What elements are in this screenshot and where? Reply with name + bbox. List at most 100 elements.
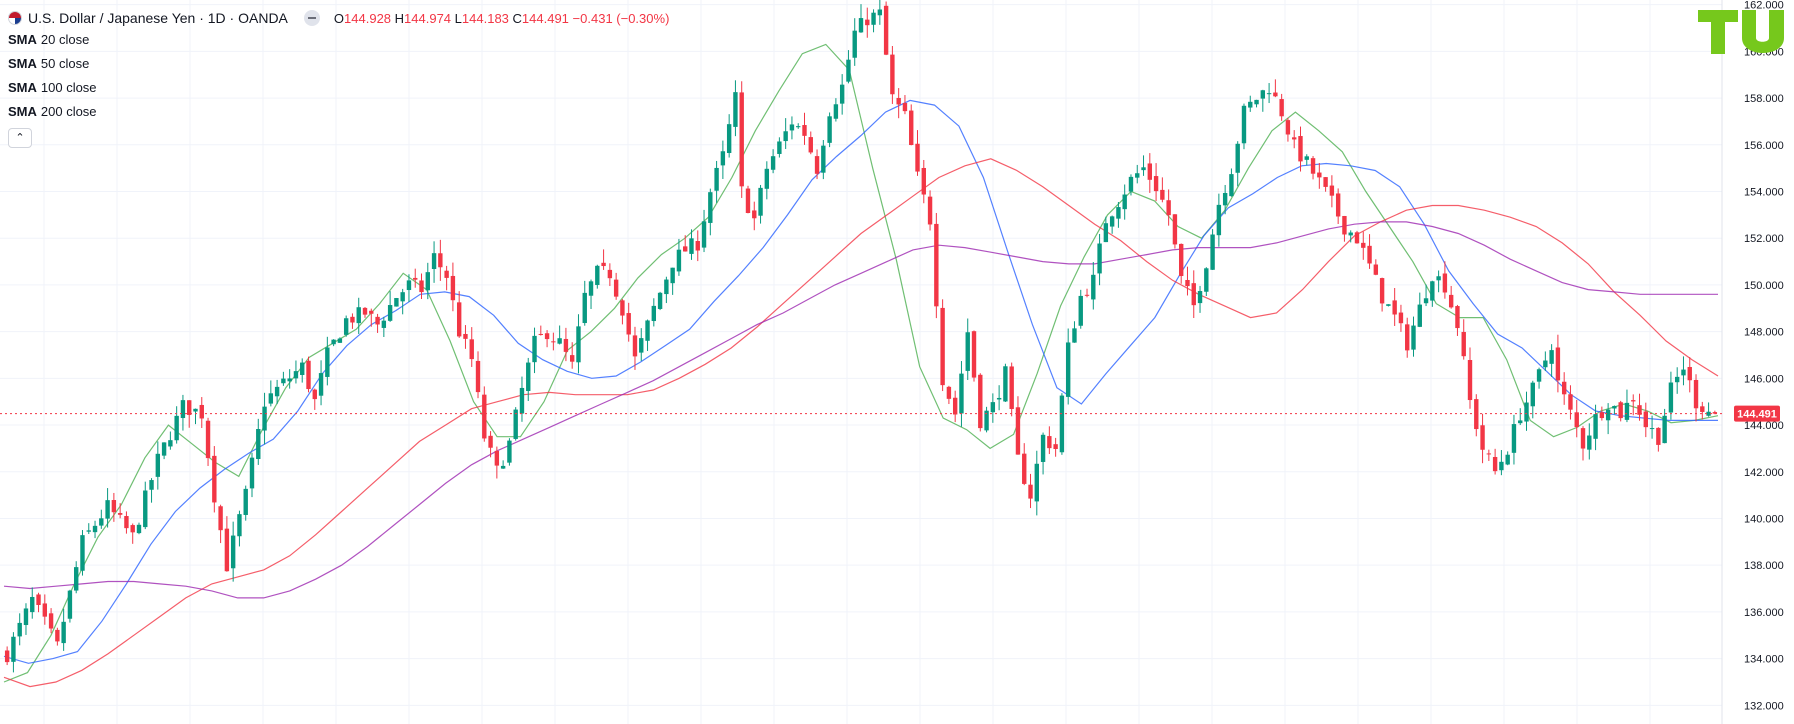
candle-body: [406, 280, 412, 291]
candle-body: [1712, 412, 1718, 414]
candle-body: [689, 238, 694, 254]
candle-body: [325, 347, 330, 377]
candle-body: [394, 298, 399, 307]
candle-body: [1197, 291, 1203, 304]
indicator-sma-200[interactable]: SMA 200 close: [8, 100, 669, 124]
candle-body: [1411, 325, 1416, 350]
candle-body: [199, 404, 204, 419]
change-value: −0.431 (−0.30%): [572, 10, 670, 26]
ma-line-3: [3, 158, 1719, 688]
symbol-title[interactable]: U.S. Dollar / Japanese Yen · 1D · OANDA: [28, 10, 288, 26]
candle-body: [36, 594, 41, 605]
candle-body: [796, 126, 801, 128]
candle-body: [1499, 461, 1504, 471]
candle-body: [262, 406, 267, 431]
indicator-sma-100[interactable]: SMA 100 close: [8, 76, 669, 100]
collapse-legend-button[interactable]: ⌃: [8, 128, 32, 148]
price-tick-label: 154.000: [1744, 187, 1784, 199]
candle-body: [369, 310, 374, 314]
candle-body: [1492, 456, 1498, 472]
candle-body: [256, 429, 261, 460]
price-tick-label: 150.000: [1744, 280, 1784, 292]
candle-body: [362, 307, 368, 315]
candle-body: [1273, 92, 1278, 97]
candle-body: [733, 92, 738, 127]
candle-body: [802, 125, 807, 136]
candle-body: [871, 12, 876, 25]
candle-body: [852, 30, 857, 58]
price-tick-label: 144.000: [1744, 420, 1784, 432]
candles: [4, 0, 1718, 673]
candle-body: [1179, 243, 1184, 277]
candle-body: [683, 246, 688, 252]
candle-body: [99, 518, 104, 526]
candle-body: [1310, 158, 1316, 174]
candle-body: [946, 386, 952, 399]
candle-body: [890, 54, 895, 95]
candle-body: [1379, 278, 1385, 304]
candle-body: [23, 608, 29, 626]
candle-body: [846, 59, 851, 82]
candle-body: [1122, 194, 1127, 210]
candle-body: [469, 339, 474, 360]
candle-body: [551, 341, 556, 343]
candle-body: [858, 18, 864, 33]
candle-body: [708, 192, 713, 223]
candle-body: [777, 141, 782, 154]
candle-body: [996, 397, 1002, 400]
candle-body: [117, 513, 123, 515]
candle-body: [218, 506, 223, 531]
candle-body: [821, 145, 826, 173]
candle-body: [149, 480, 154, 490]
candle-body: [444, 270, 449, 278]
candle-body: [670, 267, 675, 284]
candle-body: [651, 305, 657, 322]
candle-body: [1631, 400, 1636, 402]
candle-body: [1593, 414, 1598, 439]
candle-body: [664, 279, 669, 295]
candle-body: [1097, 243, 1102, 274]
candle-body: [193, 408, 198, 412]
candle-body: [381, 320, 387, 328]
candle-body: [1373, 264, 1379, 275]
price-axis[interactable]: 132.000 134.000 136.000 138.000 140.000 142.0…: [1744, 0, 1784, 712]
candle-body: [1128, 176, 1134, 192]
candle-body: [30, 596, 35, 613]
candle-body: [808, 137, 813, 153]
candle-body: [1599, 412, 1605, 419]
candle-body: [526, 362, 531, 391]
candle-body: [921, 167, 926, 195]
candle-body: [1091, 274, 1096, 300]
candle-body: [1292, 137, 1297, 140]
candle-body: [1109, 216, 1115, 227]
indicator-sma-50[interactable]: SMA 50 close: [8, 52, 669, 76]
candle-body: [48, 613, 54, 629]
open-key: O: [333, 10, 345, 26]
close-key: C: [512, 10, 522, 26]
candle-body: [940, 307, 945, 386]
candle-body: [1361, 242, 1366, 248]
ohlc-values: O144.928 H144.974 L144.183 C144.491 −0.4…: [334, 11, 670, 26]
candle-body: [1241, 105, 1247, 144]
indicator-sma-20[interactable]: SMA 20 close: [8, 28, 669, 52]
candle-body: [902, 102, 908, 112]
more-options-icon[interactable]: [303, 10, 320, 26]
candle-body: [1668, 382, 1674, 413]
candle-body: [576, 326, 581, 363]
candle-body: [1511, 424, 1517, 453]
candle-body: [833, 104, 839, 119]
price-tick-label: 134.000: [1744, 654, 1784, 666]
candle-body: [1656, 427, 1661, 445]
candle-body: [1235, 143, 1240, 173]
candle-body: [74, 567, 79, 591]
candle-body: [1398, 312, 1404, 324]
candle-body: [827, 116, 832, 143]
candle-body: [287, 378, 292, 382]
candle-body: [1047, 436, 1052, 449]
candle-body: [1574, 412, 1579, 428]
indicator-name: SMA: [8, 32, 37, 47]
candle-body: [569, 355, 575, 362]
ma-line-4: [3, 221, 1718, 599]
candle-body: [281, 378, 286, 384]
